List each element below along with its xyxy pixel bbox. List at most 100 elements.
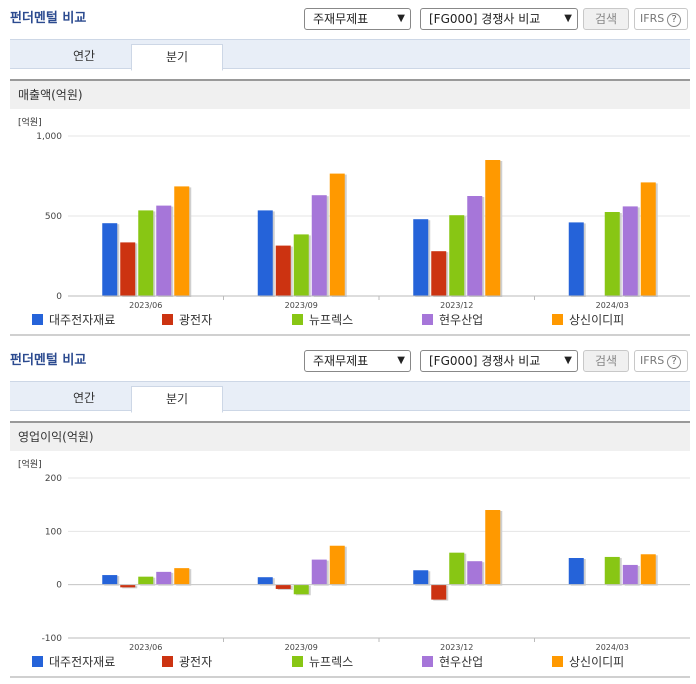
legend-item[interactable]: 대주전자재료 (32, 653, 115, 671)
ifrs-button[interactable]: IFRS? (634, 8, 688, 30)
bar-2023-09-s4 (329, 545, 345, 585)
legend-item[interactable]: 광전자 (162, 653, 212, 671)
x-tick-label: 2023/12 (440, 643, 473, 651)
legend-item[interactable]: 현우산업 (422, 653, 483, 671)
bar-2023-12-s3 (467, 561, 483, 585)
revenue-chart: [억원] 0 500 1,000 2023/06 2023/09 2023/12 2024/0… (10, 109, 690, 309)
y-tick-label: 1,000 (36, 132, 62, 142)
legend-swatch (32, 314, 43, 325)
legend-item[interactable]: 현우산업 (422, 311, 483, 329)
peer-group-select[interactable]: [FG000] 경쟁사 비교 ▼ (420, 350, 578, 372)
ifrs-button[interactable]: IFRS? (634, 350, 688, 372)
chevron-down-icon: ▼ (397, 13, 405, 24)
legend: 대주전자재료 광전자 뉴프렉스 현우산업 상신이디피 (10, 653, 690, 671)
unit-label: [억원] (18, 458, 42, 470)
bar-2023-12-s4 (485, 510, 501, 585)
tab-annual[interactable]: 연간 (72, 49, 96, 63)
period-tabs: 연간 분기 (10, 39, 690, 71)
legend-item[interactable]: 뉴프렉스 (292, 653, 353, 671)
legend-swatch (292, 314, 303, 325)
legend-label: 대주전자재료 (49, 655, 116, 669)
legend-label: 현우산업 (439, 655, 484, 669)
x-tick-label: 2024/03 (596, 301, 629, 309)
x-tick-label: 2023/09 (285, 643, 318, 651)
bar-2023-12-s2 (449, 552, 465, 585)
y-tick-label: 500 (45, 212, 62, 222)
bar-2024-03-s2 (604, 212, 620, 296)
operating-income-chart-svg: [억원] -100 0 100 200 2023/06 2023/09 2023/12 2024… (18, 458, 690, 651)
tab-quarterly[interactable]: 분기 (131, 44, 223, 71)
legend-label: 광전자 (179, 313, 213, 327)
bar-2024-03-s0 (568, 558, 584, 585)
panel-title: 펀더멘털 비교 (10, 11, 87, 26)
search-button[interactable]: 검색 (583, 350, 629, 372)
bar-2024-03-s3 (622, 206, 638, 296)
panel-operating-income: 펀더멘털 비교 주재무제표 ▼ [FG000] 경쟁사 비교 ▼ 검색 IFRS… (0, 350, 696, 684)
help-icon[interactable]: ? (667, 13, 682, 27)
section-title: 매출액(억원) (10, 79, 690, 109)
legend-item[interactable]: 상신이디피 (552, 311, 624, 329)
legend-label: 뉴프렉스 (309, 313, 354, 327)
bar-2023-12-s0 (413, 219, 429, 296)
tab-annual[interactable]: 연간 (72, 391, 96, 405)
bar-2023-06-s4 (174, 568, 190, 585)
unit-label: [억원] (18, 116, 42, 128)
divider (10, 334, 690, 336)
bar-2023-12-s1 (431, 251, 447, 296)
statement-type-value: 주재무제표 (313, 354, 369, 368)
legend-item[interactable]: 뉴프렉스 (292, 311, 353, 329)
period-tabs: 연간 분기 (10, 381, 690, 413)
statement-type-select[interactable]: 주재무제표 ▼ (304, 8, 411, 30)
legend-item[interactable]: 상신이디피 (552, 653, 624, 671)
ifrs-label: IFRS (640, 12, 665, 25)
bar-2023-09-s1 (275, 245, 291, 296)
divider (10, 676, 690, 678)
bar-2023-06-s1 (120, 584, 136, 588)
bar-2023-12-s4 (485, 160, 501, 296)
bar-2023-12-s2 (449, 215, 465, 296)
legend-swatch (552, 314, 563, 325)
bar-2024-03-s4 (640, 554, 656, 585)
bar-2023-09-s3 (311, 559, 327, 585)
x-tick-label: 2023/12 (440, 301, 473, 309)
legend-swatch (32, 656, 43, 667)
y-tick-label: -100 (42, 634, 63, 644)
bar-2023-09-s2 (293, 234, 309, 296)
bar-2023-06-s0 (102, 575, 118, 585)
statement-type-select[interactable]: 주재무제표 ▼ (304, 350, 411, 372)
chevron-down-icon: ▼ (397, 355, 405, 366)
peer-group-value: [FG000] 경쟁사 비교 (429, 12, 541, 26)
y-tick-label: 0 (56, 581, 62, 591)
y-tick-label: 0 (56, 292, 62, 302)
tab-quarterly[interactable]: 분기 (131, 386, 223, 413)
bar-2024-03-s4 (640, 182, 656, 296)
legend-item[interactable]: 광전자 (162, 311, 212, 329)
legend-label: 상신이디피 (569, 655, 625, 669)
bar-2023-06-s0 (102, 223, 118, 296)
legend: 대주전자재료 광전자 뉴프렉스 현우산업 상신이디피 (10, 311, 690, 329)
search-button[interactable]: 검색 (583, 8, 629, 30)
legend-label: 광전자 (179, 655, 213, 669)
chevron-down-icon: ▼ (564, 355, 572, 366)
bar-2023-06-s1 (120, 242, 136, 296)
help-icon[interactable]: ? (667, 355, 682, 369)
bar-2023-06-s4 (174, 186, 190, 296)
legend-item[interactable]: 대주전자재료 (32, 311, 115, 329)
x-tick-label: 2024/03 (596, 643, 629, 651)
bar-2023-12-s3 (467, 196, 483, 296)
bar-2023-06-s2 (138, 576, 154, 585)
peer-group-select[interactable]: [FG000] 경쟁사 비교 ▼ (420, 8, 578, 30)
x-tick-label: 2023/06 (129, 643, 162, 651)
bar-2023-09-s0 (257, 577, 273, 585)
bar-2023-12-s1 (431, 584, 447, 600)
bar-2024-03-s0 (568, 222, 584, 296)
bar-2024-03-s2 (604, 556, 620, 585)
legend-swatch (292, 656, 303, 667)
revenue-chart-svg: [억원] 0 500 1,000 2023/06 2023/09 2023/12 2024/0… (18, 116, 690, 309)
legend-swatch (162, 314, 173, 325)
peer-group-value: [FG000] 경쟁사 비교 (429, 354, 541, 368)
bar-2023-09-s4 (329, 173, 345, 296)
panel-title: 펀더멘털 비교 (10, 353, 87, 368)
legend-swatch (422, 656, 433, 667)
bar-2023-09-s1 (275, 584, 291, 589)
